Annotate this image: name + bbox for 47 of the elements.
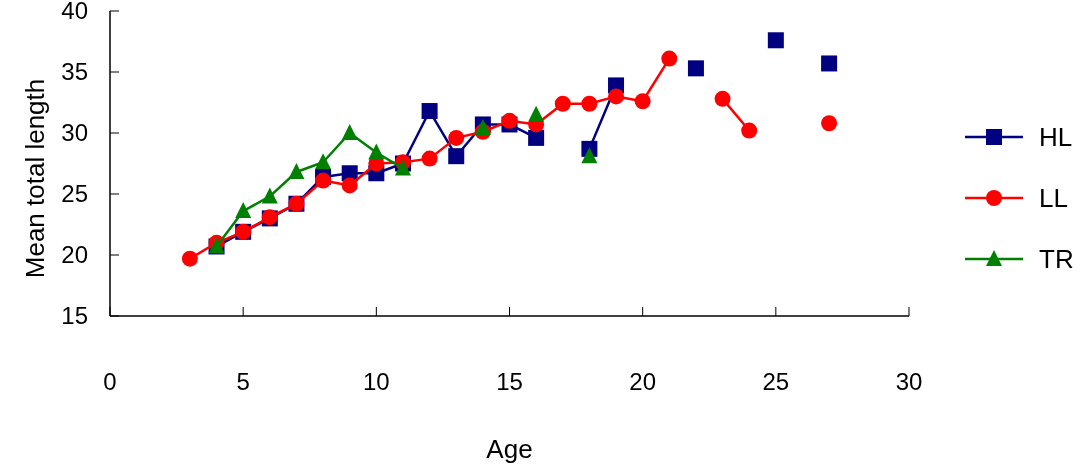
- point: [581, 147, 598, 164]
- x-tick-label: 15: [496, 368, 523, 395]
- point: [821, 55, 838, 72]
- point: [528, 129, 545, 146]
- y-tick-label: 40: [61, 0, 88, 25]
- x-tick-label: 20: [629, 368, 657, 395]
- point: [687, 60, 704, 77]
- point: [315, 153, 332, 170]
- x-tick-label: 30: [895, 368, 923, 395]
- point: [368, 143, 385, 160]
- point: [821, 115, 838, 132]
- point: [341, 124, 358, 140]
- x-tick-label: 25: [762, 368, 790, 395]
- y-axis-title: Mean total length: [20, 78, 50, 279]
- point: [448, 129, 465, 146]
- point: [181, 250, 198, 267]
- y-tick-label: 25: [61, 180, 88, 208]
- point: [767, 32, 784, 49]
- y-tick-label: 15: [61, 302, 88, 330]
- point: [448, 148, 465, 165]
- point: [261, 187, 278, 204]
- point: [421, 103, 438, 120]
- point: [741, 122, 758, 139]
- point: [501, 112, 518, 129]
- point: [661, 50, 678, 67]
- point: [288, 163, 305, 180]
- x-tick-label: 0: [103, 368, 117, 395]
- point: [235, 202, 252, 219]
- point: [341, 177, 358, 194]
- legend-label: LL: [1039, 183, 1068, 214]
- point: [394, 159, 411, 176]
- point: [714, 90, 731, 107]
- point: [421, 150, 438, 167]
- y-tick-label: 20: [61, 241, 88, 269]
- point: [634, 93, 651, 110]
- legend-label: HL: [1039, 122, 1073, 153]
- point: [581, 95, 598, 112]
- legend-label: TR: [1039, 244, 1074, 275]
- point: [608, 88, 625, 105]
- x-tick-label: 10: [362, 368, 390, 395]
- point: [528, 105, 545, 122]
- x-axis-title: Age: [486, 434, 533, 464]
- y-tick-label: 35: [61, 58, 88, 86]
- x-tick-label: 5: [236, 368, 250, 395]
- point: [554, 95, 571, 112]
- y-tick-label: 30: [61, 119, 88, 147]
- point: [315, 172, 332, 189]
